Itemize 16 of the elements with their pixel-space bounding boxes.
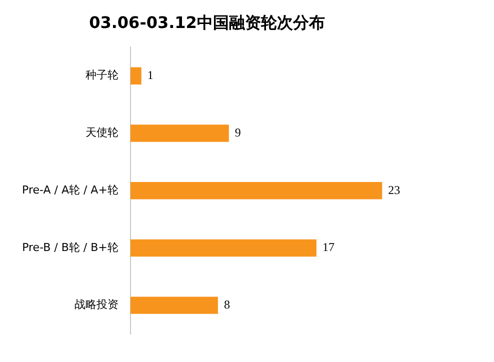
data-label: 1 [147,68,154,82]
y-tick-label: Pre-B / B轮 / B+轮 [22,240,118,254]
data-label: 8 [224,297,230,312]
bar [130,239,316,257]
bar [130,182,382,200]
y-tick-label: 天使轮 [85,126,118,140]
y-tick-label: 战略投资 [74,298,118,312]
data-label: 17 [322,240,334,254]
chart-title: 03.06-03.12中国融资轮次分布 [89,12,325,32]
bar [130,124,229,142]
bar [130,296,218,314]
data-label: 23 [388,182,400,197]
y-tick-label: 种子轮 [85,68,118,82]
data-label: 9 [234,125,241,140]
y-tick-label: Pre-A / A轮 / A+轮 [22,183,118,196]
bar [130,67,142,84]
